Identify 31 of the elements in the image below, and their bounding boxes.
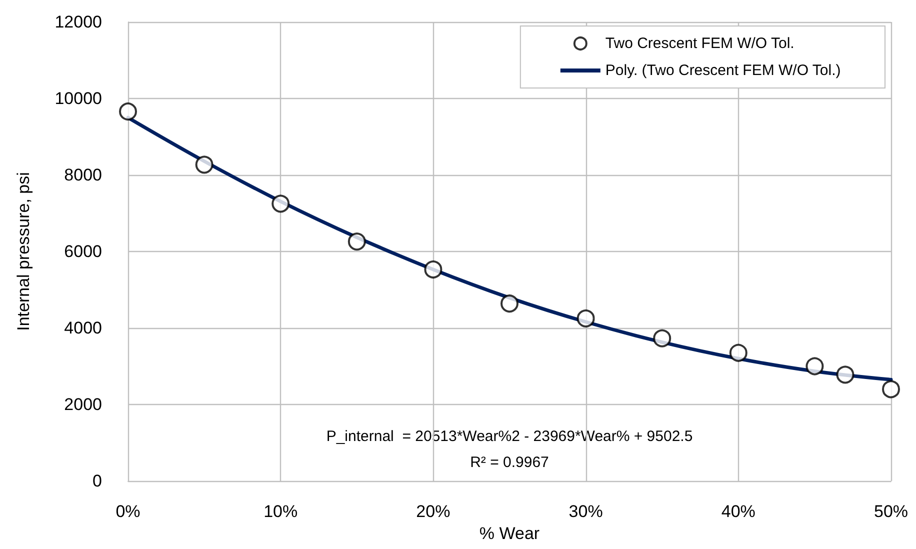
x-tick-label: 50% [874,502,908,521]
point [882,380,900,398]
legend-label: Two Crescent FEM W/O Tol. [605,35,794,52]
annotation: P_internal = 20513*Wear%2 - 23969*Wear% + 9502.5 [326,428,693,445]
x-tick-label: 10% [264,502,298,521]
y-tick-label: 2000 [64,395,102,414]
y-tick-label: 10000 [54,89,102,108]
point [195,156,214,174]
x-tick-label: 20% [416,502,450,521]
point [500,294,518,313]
point [653,329,672,348]
y-tick-label: 8000 [64,166,102,184]
y-tick-label: 6000 [64,242,102,261]
point [424,260,442,278]
annotation: R² = 0.9967 [470,454,549,471]
y-axis-title: Internal pressure, psi [14,172,33,331]
x-tick-label: 30% [568,502,603,521]
x-tick-label: 40% [721,502,756,521]
point [272,194,290,213]
point [576,309,595,328]
y-tick-label: 4000 [64,318,102,338]
point [348,232,366,251]
point [729,344,748,362]
y-tick-label: 12000 [54,12,102,32]
legend-label: Poly. (Two Crescent FEM W/O Tol.) [605,62,841,79]
x-axis-title: % Wear [479,524,540,543]
y-tick-label: 0 [92,472,102,490]
x-tick-label: 0% [116,502,140,521]
point [836,366,854,384]
point [806,357,824,376]
point [119,102,137,120]
